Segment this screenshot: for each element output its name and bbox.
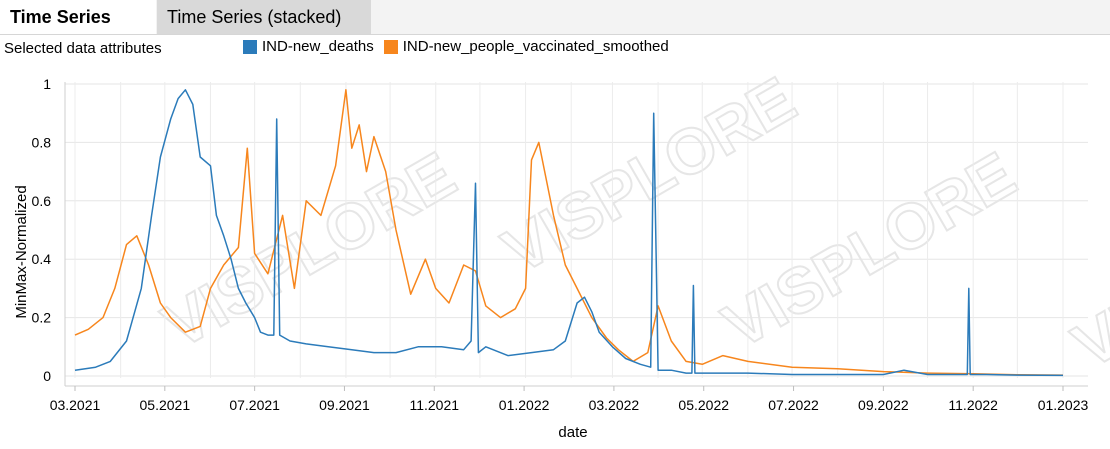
grid-lines bbox=[65, 82, 1088, 378]
tab-bar: Time Series Time Series (stacked) bbox=[0, 0, 1110, 35]
y-tick-label: 0.8 bbox=[32, 134, 52, 150]
y-tick-label: 0 bbox=[43, 368, 51, 384]
y-axis-title: MinMax-Normalized bbox=[13, 185, 30, 318]
x-tick-label: 11.2021 bbox=[409, 397, 459, 413]
series-line-new-deaths bbox=[74, 89, 1064, 377]
y-tick-label: 0.4 bbox=[32, 251, 52, 267]
x-tick-label: 03.2021 bbox=[50, 397, 101, 413]
x-tick-label: 11.2022 bbox=[948, 397, 998, 413]
series-line-vaccinated bbox=[74, 89, 1064, 376]
y-tick-label: 0.2 bbox=[32, 310, 52, 326]
legend-label-vaccinated: IND-new_people_vaccinated_smoothed bbox=[402, 38, 669, 55]
selected-attributes-label: Selected data attributes bbox=[4, 40, 162, 57]
legend-item-vaccinated[interactable]: IND-new_people_vaccinated_smoothed bbox=[383, 38, 669, 55]
watermark-text: VISPLORE bbox=[151, 138, 467, 362]
watermark-text: VISPLORE bbox=[1061, 158, 1110, 382]
x-tick-label: 05.2022 bbox=[678, 397, 729, 413]
x-axis-title: date bbox=[558, 424, 587, 441]
x-tick-label: 05.2021 bbox=[140, 397, 191, 413]
x-tick-label: 07.2022 bbox=[768, 397, 819, 413]
legend-item-new-deaths[interactable]: IND-new_deaths bbox=[243, 38, 374, 55]
tab-time-series-stacked[interactable]: Time Series (stacked) bbox=[157, 0, 371, 34]
legend-swatch-new-deaths bbox=[243, 39, 257, 54]
x-tick-label: 01.2023 bbox=[1038, 397, 1089, 413]
series-layer bbox=[74, 89, 1064, 377]
x-tick-label: 09.2022 bbox=[858, 397, 909, 413]
x-tick-label: 09.2021 bbox=[319, 397, 370, 413]
x-tick-label: 01.2022 bbox=[499, 397, 550, 413]
legend-swatch-vaccinated bbox=[383, 39, 398, 54]
tab-time-series[interactable]: Time Series bbox=[0, 0, 156, 34]
x-tick-label: 07.2021 bbox=[229, 397, 280, 413]
y-tick-label: 1 bbox=[43, 76, 51, 92]
legend-label-new-deaths: IND-new_deaths bbox=[262, 38, 374, 55]
x-tick-label: 03.2022 bbox=[589, 397, 640, 413]
watermark-text: VISPLORE bbox=[491, 63, 807, 287]
watermark-text: VISPLORE bbox=[711, 138, 1027, 362]
y-tick-label: 0.6 bbox=[32, 193, 52, 209]
axes: 0 0.2 0.4 0.6 0.8 1 03.2021 05.2021 07.2021 09.20… bbox=[32, 76, 1089, 413]
chart-legend: IND-new_deaths IND-new_people_vaccinated… bbox=[243, 38, 679, 55]
